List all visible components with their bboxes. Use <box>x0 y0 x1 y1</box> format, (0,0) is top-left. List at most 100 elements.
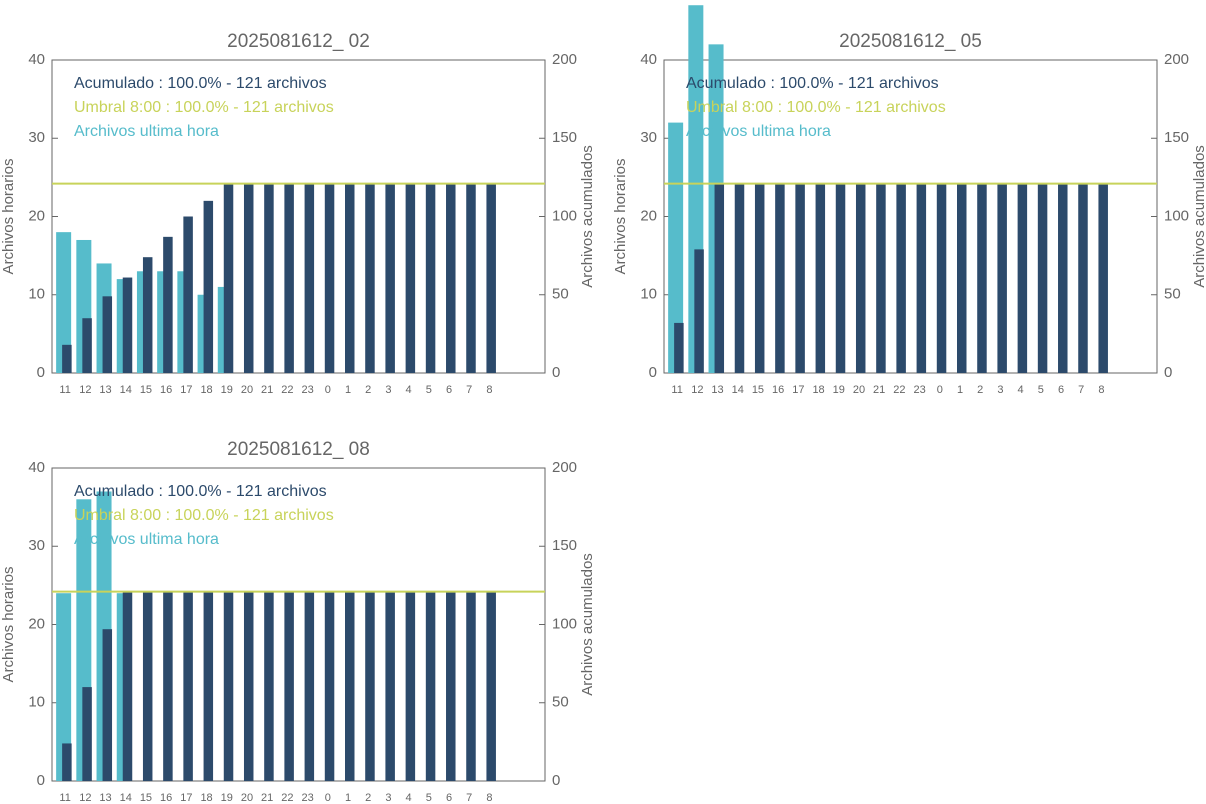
x-tick-label: 12 <box>79 384 91 396</box>
x-tick-label: 14 <box>120 792 132 804</box>
y-tick-label: 40 <box>28 51 45 68</box>
x-tick-label: 2 <box>977 384 983 396</box>
legend-entry: Umbral 8:00 : 100.0% - 121 archivos <box>74 99 334 116</box>
x-tick-label: 4 <box>1018 384 1024 396</box>
cumulative-bar <box>385 183 395 373</box>
x-tick-label: 8 <box>1098 384 1104 396</box>
cumulative-bar <box>345 591 355 781</box>
cumulative-bar <box>1078 183 1088 373</box>
cumulative-bar <box>936 183 947 373</box>
cumulative-bar <box>1058 183 1068 373</box>
cumulative-bar <box>365 183 375 373</box>
x-tick-label: 8 <box>486 384 492 396</box>
cumulative-bar <box>264 591 274 781</box>
cumulative-bar <box>876 183 886 373</box>
x-tick-label: 20 <box>241 384 253 396</box>
x-tick-label: 21 <box>261 384 273 396</box>
chart-title: 2025081612_ 02 <box>227 31 370 52</box>
cumulative-bar <box>714 183 725 373</box>
x-tick-label: 11 <box>59 384 70 396</box>
x-tick-label: 23 <box>301 792 313 804</box>
x-tick-label: 2 <box>365 792 371 804</box>
cumulative-bar <box>997 183 1007 373</box>
y2-tick-label: 200 <box>552 459 577 476</box>
x-tick-label: 3 <box>385 384 391 396</box>
cumulative-bar <box>466 591 476 781</box>
chart-title: 2025081612_ 05 <box>839 31 982 52</box>
cumulative-bar <box>102 296 113 373</box>
cumulative-bar <box>324 591 335 781</box>
legend-entry: Archivos ultima hora <box>74 531 219 548</box>
x-tick-label: 4 <box>406 792 412 804</box>
x-tick-label: 5 <box>1038 384 1044 396</box>
y2-tick-label: 150 <box>552 537 577 554</box>
cumulative-bar <box>446 591 456 781</box>
cumulative-bar <box>82 318 92 373</box>
cumulative-bar <box>775 183 785 373</box>
y2-tick-label: 50 <box>552 286 569 303</box>
cumulative-bar <box>405 591 416 781</box>
x-tick-label: 15 <box>752 384 764 396</box>
y2-tick-label: 100 <box>1164 207 1189 224</box>
y2-tick-label: 150 <box>552 129 577 146</box>
cumulative-bar <box>795 183 805 373</box>
legend-entry: Acumulado : 100.0% - 121 archivos <box>74 75 327 92</box>
x-tick-label: 2 <box>365 384 371 396</box>
x-tick-label: 0 <box>937 384 943 396</box>
cumulative-bar <box>486 183 496 373</box>
x-tick-label: 4 <box>406 384 412 396</box>
x-tick-label: 21 <box>261 792 273 804</box>
x-tick-label: 15 <box>140 792 152 804</box>
y-tick-label: 10 <box>640 286 657 303</box>
x-tick-label: 1 <box>345 384 351 396</box>
y-tick-label: 20 <box>28 615 45 632</box>
x-tick-label: 19 <box>221 384 233 396</box>
y-axis-label: Archivos horarios <box>0 567 17 683</box>
cumulative-bar <box>163 591 173 781</box>
hourly-bar <box>56 232 72 373</box>
x-tick-label: 14 <box>732 384 744 396</box>
cumulative-bar <box>425 183 436 373</box>
y-axis-label: Archivos horarios <box>612 159 629 275</box>
cumulative-bar <box>142 591 153 781</box>
y2-tick-label: 0 <box>1164 364 1172 381</box>
y2-tick-label: 50 <box>1164 286 1181 303</box>
y-tick-label: 40 <box>28 459 45 476</box>
cumulative-bar <box>243 183 254 373</box>
y2-tick-label: 0 <box>552 364 560 381</box>
y-axis-label: Archivos horarios <box>0 159 17 275</box>
cumulative-bar <box>977 183 987 373</box>
cumulative-bar <box>345 183 355 373</box>
x-tick-label: 23 <box>913 384 925 396</box>
cumulative-bar <box>264 183 274 373</box>
x-tick-label: 16 <box>160 792 172 804</box>
x-tick-label: 17 <box>180 792 192 804</box>
y-tick-label: 30 <box>640 129 657 146</box>
legend-entry: Umbral 8:00 : 100.0% - 121 archivos <box>686 99 946 116</box>
x-tick-label: 13 <box>99 792 111 804</box>
cumulative-bar <box>1017 183 1028 373</box>
x-tick-label: 11 <box>59 792 70 804</box>
cumulative-bar <box>674 322 684 373</box>
cumulative-bar <box>446 183 456 373</box>
y-tick-label: 0 <box>37 772 45 789</box>
cumulative-bar <box>385 591 395 781</box>
cumulative-bar <box>203 591 214 781</box>
x-tick-label: 8 <box>486 792 492 804</box>
y-tick-label: 0 <box>37 364 45 381</box>
x-tick-label: 6 <box>446 384 452 396</box>
x-tick-label: 20 <box>853 384 865 396</box>
x-tick-label: 20 <box>241 792 253 804</box>
cumulative-bar <box>62 743 72 781</box>
x-tick-label: 7 <box>466 384 472 396</box>
cumulative-bar <box>694 249 704 373</box>
x-tick-label: 19 <box>833 384 845 396</box>
legend-entry: Archivos ultima hora <box>74 123 219 140</box>
y2-tick-label: 150 <box>1164 129 1189 146</box>
x-tick-label: 11 <box>671 384 682 396</box>
y-tick-label: 10 <box>28 694 45 711</box>
legend-entry: Archivos ultima hora <box>686 123 831 140</box>
y2-tick-label: 50 <box>552 694 569 711</box>
x-tick-label: 6 <box>1058 384 1064 396</box>
